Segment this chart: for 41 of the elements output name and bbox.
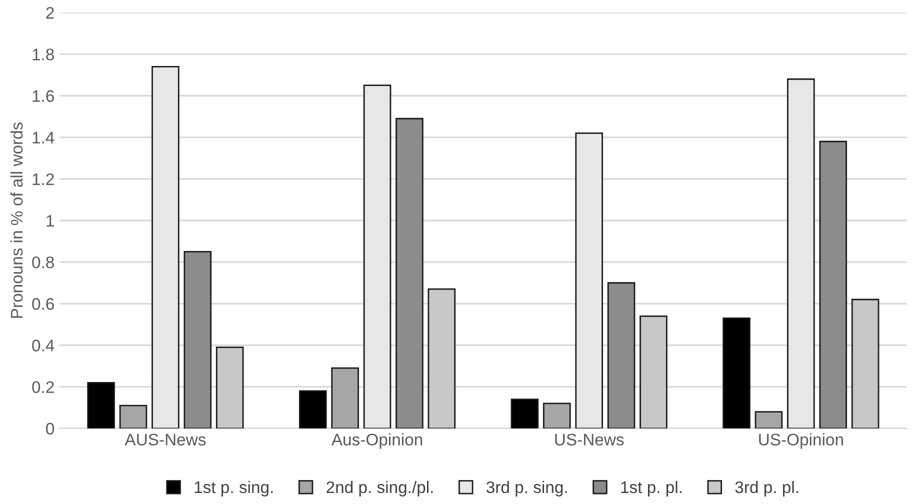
bar [819,140,848,428]
y-tick-label: 0 [46,422,54,435]
bar [298,390,327,428]
bar [722,318,750,428]
bar [510,398,539,428]
y-tick-label: 0.8 [32,256,54,268]
bar [363,84,392,428]
x-tick-label: US-Opinion [759,433,843,449]
legend-label: 3rd p. pl. [735,480,798,496]
bar [331,367,359,428]
y-tick-label: 2 [46,7,54,19]
bar [607,282,636,428]
y-tick-label: 0.2 [32,381,54,394]
legend-label: 2nd p. sing./pl. [326,480,433,496]
bar [787,78,815,428]
bar [216,346,244,428]
bar [152,66,180,428]
y-tick-label: 1.4 [32,132,54,144]
bar [754,411,783,428]
bar [119,404,148,428]
y-tick-label: 1.6 [32,90,54,102]
bar [640,315,668,428]
bar [575,132,603,428]
y-tick-label: 1 [46,215,54,227]
bar [851,298,880,428]
legend-label: 1st p. pl. [621,480,682,496]
y-axis-title: Pronouns in % of all words [10,122,23,318]
y-tick-label: 1.2 [32,173,54,185]
y-tick-label: 0.4 [32,340,54,352]
y-tick-label: 0.6 [32,298,54,310]
x-tick-label: Aus-Opinion [331,433,422,449]
bar [184,250,212,428]
bar [428,288,456,428]
y-tick-label: 1.8 [32,48,54,60]
legend-label: 1st p. sing. [194,480,273,496]
bar [543,402,571,428]
legend-label: 3rd p. sing. [486,480,567,496]
x-tick-label: AUS-News [124,434,206,446]
bar [87,382,115,428]
bar [396,118,424,428]
x-tick-label: US-News [555,434,624,446]
